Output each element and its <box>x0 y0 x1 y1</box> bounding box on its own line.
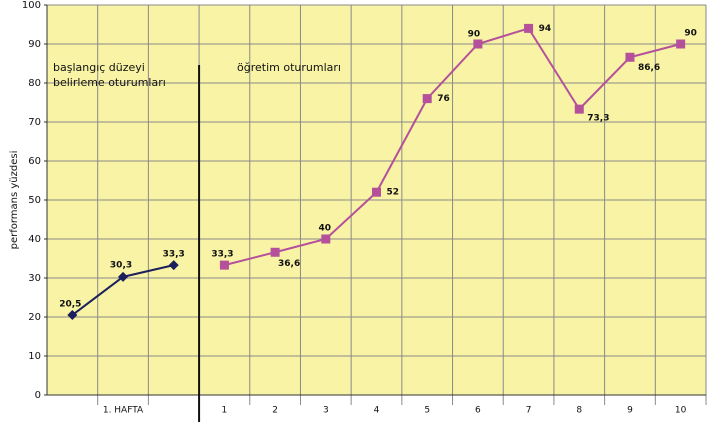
data-label: 33,3 <box>163 250 185 260</box>
y-tick-label: 30 <box>28 273 41 284</box>
data-label: 20,5 <box>59 300 81 310</box>
data-label: 33,3 <box>211 250 233 260</box>
marker <box>574 104 584 114</box>
y-tick-label: 70 <box>28 117 41 128</box>
data-label: 76 <box>437 94 450 104</box>
marker <box>67 310 78 321</box>
data-label: 94 <box>539 24 552 34</box>
annotation: öğretim oturumları <box>237 61 341 74</box>
x-tick-label: 9 <box>627 406 633 416</box>
marker <box>372 187 381 197</box>
marker <box>321 234 331 244</box>
y-tick-label: 50 <box>28 195 41 206</box>
annotation: başlangıç düzeyi <box>53 61 145 74</box>
data-label: 40 <box>319 224 332 234</box>
y-tick-label: 80 <box>28 78 41 89</box>
y-tick-label: 40 <box>28 234 41 245</box>
data-label: 52 <box>387 188 400 198</box>
x-tick-label: 10 <box>675 406 687 416</box>
x-tick-label: 7 <box>526 406 532 416</box>
y-tick-label: 60 <box>28 156 41 167</box>
y-tick-label: 0 <box>35 390 41 401</box>
x-tick-label: 6 <box>475 406 481 416</box>
y-axis-label: performans yüzdesi <box>9 151 20 250</box>
data-label: 90 <box>468 30 481 40</box>
annotation: belirleme oturumları <box>53 76 166 89</box>
x-tick-label: 3 <box>323 406 329 416</box>
marker <box>168 260 179 271</box>
x-tick-label: 5 <box>424 406 430 416</box>
x-tick-label: 4 <box>374 406 380 416</box>
marker <box>625 52 635 62</box>
data-label: 36,6 <box>278 259 300 269</box>
y-tick-label: 20 <box>28 312 41 323</box>
data-label: 90 <box>684 29 697 39</box>
marker <box>524 23 534 33</box>
y-tick-label: 100 <box>22 0 41 11</box>
y-tick-label: 10 <box>28 351 41 362</box>
marker <box>473 39 483 49</box>
data-label: 73,3 <box>587 114 609 124</box>
series-line <box>224 27 681 267</box>
marker <box>270 247 280 257</box>
data-label: 86,6 <box>638 63 660 73</box>
data-label: 30,3 <box>110 260 132 270</box>
x-tick-label: 1. HAFTA <box>103 406 144 416</box>
x-tick-label: 2 <box>272 406 278 416</box>
marker <box>676 39 686 49</box>
marker <box>118 271 129 282</box>
marker <box>422 94 432 104</box>
marker <box>219 260 229 270</box>
x-tick-label: 8 <box>576 406 582 416</box>
x-tick-label: 1 <box>222 406 228 416</box>
y-tick-label: 90 <box>28 39 41 50</box>
